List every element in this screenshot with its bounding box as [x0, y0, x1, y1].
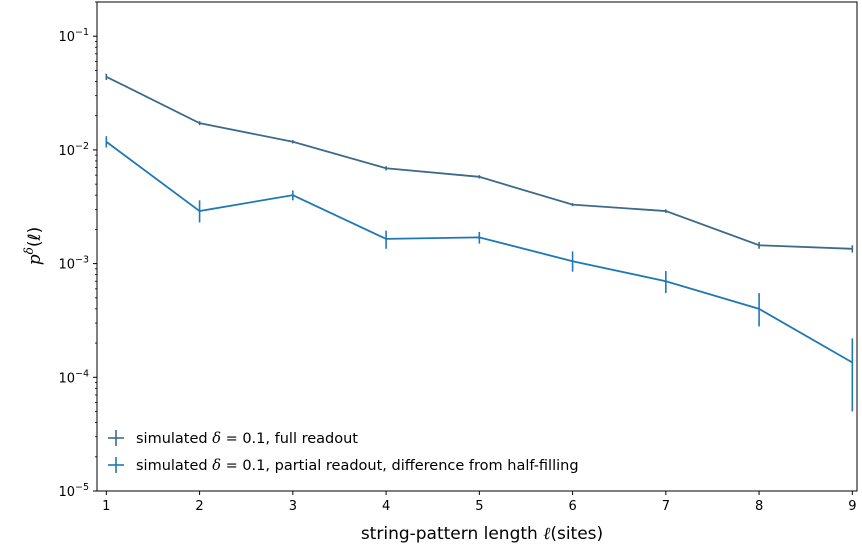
series-layer [105, 73, 854, 412]
y-axis-label: pδ(ℓ) [22, 227, 45, 265]
y-tick-label: 10−1 [58, 27, 89, 45]
x-tick-label: 1 [102, 499, 110, 514]
plot-area [96, 1, 858, 492]
y-tick-label: 10−4 [58, 368, 89, 386]
x-tick-label: 5 [475, 499, 483, 514]
x-tick-label: 2 [195, 499, 203, 514]
legend-label-full-readout: simulated δ = 0.1, full readout [136, 431, 358, 447]
y-tick-label: 10−5 [58, 482, 89, 500]
y-tick-label: 10−2 [58, 141, 89, 159]
x-tick-label: 6 [568, 499, 576, 514]
legend-marker-full-readout [108, 430, 124, 446]
legend: simulated δ = 0.1, full readout simulate… [108, 430, 579, 474]
x-tick-label: 7 [662, 499, 670, 514]
y-axis: 10−5 10−4 10−3 10−2 10−1 [58, 1, 97, 500]
x-axis: 1 2 3 4 5 6 7 8 9 [102, 491, 856, 514]
legend-marker-partial-readout [108, 457, 124, 473]
legend-label-partial-readout: simulated δ = 0.1, partial readout, diff… [136, 458, 579, 474]
x-tick-label: 3 [289, 499, 297, 514]
x-tick-label: 8 [755, 499, 763, 514]
x-tick-label: 4 [382, 499, 390, 514]
x-axis-label: string-pattern length ℓ(sites) [361, 524, 603, 544]
y-tick-label: 10−3 [58, 255, 89, 273]
x-tick-label: 9 [848, 499, 856, 514]
